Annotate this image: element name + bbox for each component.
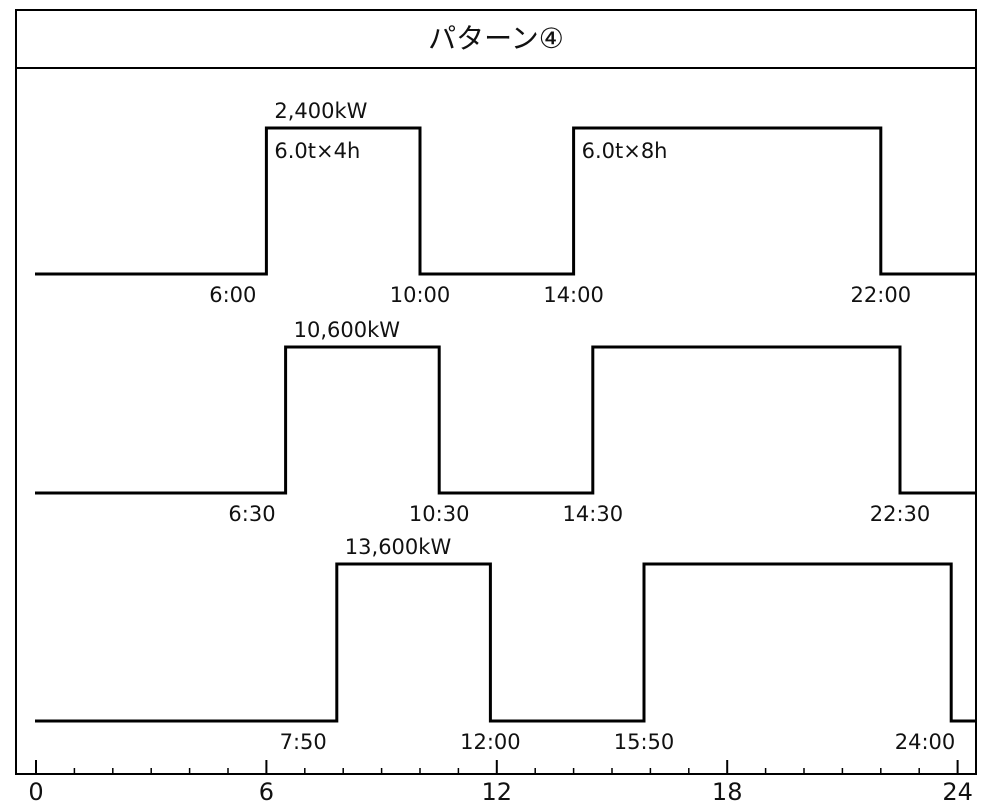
series-layer: 2,400kW 6.0t×4h 6.0t×8h 6:00 10:00 14:00 22:00… — [35, 99, 976, 754]
x-tick-label: 0 — [28, 778, 43, 804]
time-label: 22:30 — [870, 502, 931, 526]
x-tick-label: 12 — [482, 778, 513, 804]
plot-frame — [15, 67, 977, 775]
time-label: 22:00 — [851, 283, 912, 307]
chart-title: パターン④ — [428, 22, 564, 55]
series-line — [35, 562, 976, 723]
time-label: 14:00 — [543, 283, 604, 307]
time-label: 15:50 — [614, 730, 675, 754]
block-label: 6.0t×4h — [274, 139, 360, 163]
time-label: 10:00 — [390, 283, 451, 307]
title-box — [15, 9, 977, 69]
x-axis: 0 6 12 18 24 — [16, 760, 976, 804]
time-label: 24:00 — [895, 730, 956, 754]
series-line — [35, 345, 976, 495]
x-tick-label: 18 — [712, 778, 743, 804]
power-label: 13,600kW — [345, 535, 452, 559]
time-label: 6:00 — [209, 283, 256, 307]
time-label: 7:50 — [280, 730, 327, 754]
x-tick-label: 6 — [259, 778, 274, 804]
block-label: 6.0t×8h — [582, 139, 668, 163]
time-label: 12:00 — [460, 730, 521, 754]
power-label: 2,400kW — [274, 99, 367, 123]
x-tick-label: 24 — [942, 778, 973, 804]
power-label: 10,600kW — [294, 318, 401, 342]
time-label: 10:30 — [409, 502, 470, 526]
time-label: 6:30 — [228, 502, 275, 526]
series-line — [35, 126, 976, 276]
time-label: 14:30 — [563, 502, 624, 526]
